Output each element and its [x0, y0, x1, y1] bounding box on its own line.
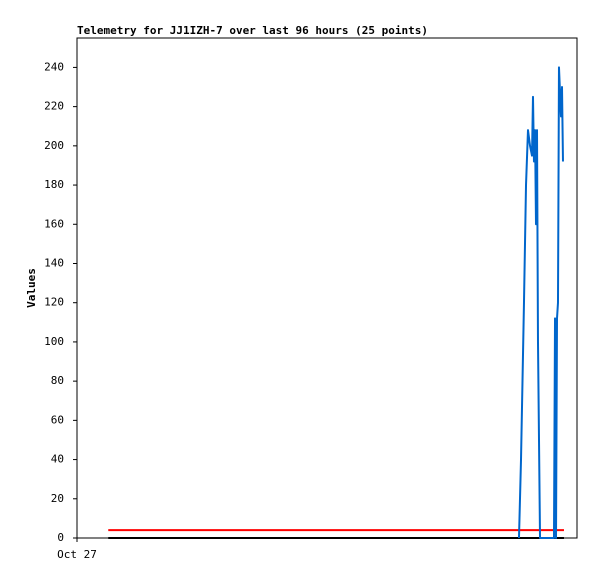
- y-tick-label: 60: [51, 413, 64, 426]
- y-tick-label: 100: [44, 335, 64, 348]
- chart-title: Telemetry for JJ1IZH-7 over last 96 hour…: [77, 24, 428, 37]
- y-tick-label: 0: [57, 531, 64, 544]
- y-tick-label: 200: [44, 139, 64, 152]
- y-tick-label: 20: [51, 492, 64, 505]
- y-tick-label: 220: [44, 100, 64, 113]
- y-tick-label: 120: [44, 296, 64, 309]
- series-line: [517, 66, 564, 539]
- y-tick-label: 40: [51, 453, 64, 466]
- y-tick-label: 180: [44, 178, 64, 191]
- x-tick-label: Oct 27: [57, 548, 97, 561]
- y-tick-label: 240: [44, 60, 64, 73]
- y-axis-label: Values: [25, 268, 38, 308]
- y-tick-label: 160: [44, 217, 64, 230]
- y-tick-label: 140: [44, 256, 64, 269]
- y-tick-label: 80: [51, 374, 64, 387]
